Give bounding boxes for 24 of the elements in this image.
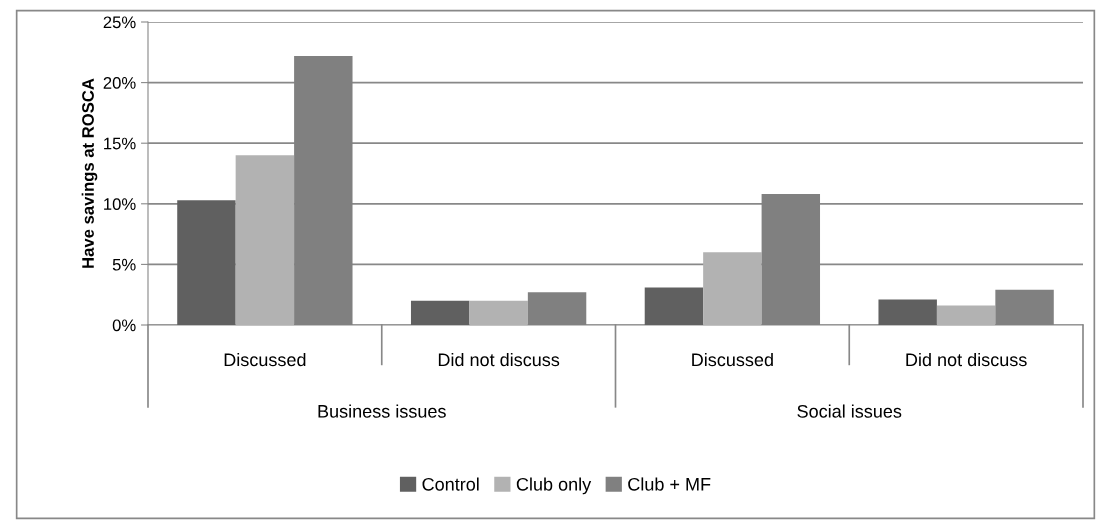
x-tick-label: Did not discuss: [438, 352, 560, 367]
x-tick-label: Discussed: [692, 352, 773, 367]
legend-label: Control: [422, 477, 479, 491]
text: Social issues: [797, 404, 902, 418]
bar: [410, 300, 470, 325]
bar: [878, 299, 937, 325]
y-tick-label: 0%: [112, 319, 136, 332]
x-tick-label: Discussed: [224, 352, 306, 367]
bar: [644, 287, 704, 325]
bar: [936, 305, 996, 325]
y-tick-label: 20%: [103, 77, 136, 89]
bar: [235, 155, 295, 325]
legend-label: Club + MF: [628, 477, 711, 491]
y-tick-label: 15%: [104, 137, 136, 150]
y-tick-label: 5%: [112, 258, 136, 271]
legend-label: Club only: [516, 477, 592, 495]
bar: [469, 300, 528, 325]
y-axis-title: Have savings at ROSCA: [81, 78, 98, 268]
y-tick-label: 25%: [103, 16, 136, 29]
y-tick-label: 10%: [104, 198, 136, 210]
bar: [177, 200, 236, 325]
text: Business issues: [318, 404, 446, 418]
bar: [703, 252, 762, 325]
x-tick-label: Did not discuss: [906, 352, 1027, 367]
